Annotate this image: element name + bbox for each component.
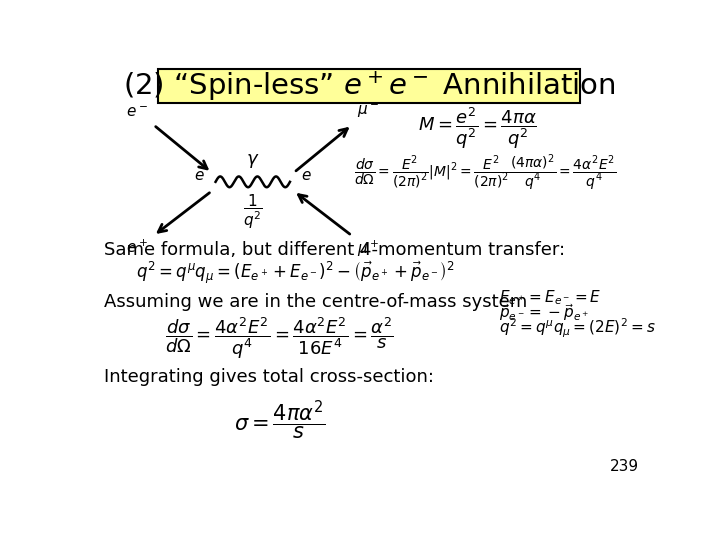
Text: $M = \dfrac{e^2}{q^2} = \dfrac{4\pi\alpha}{q^2}$: $M = \dfrac{e^2}{q^2} = \dfrac{4\pi\alph… [418,105,537,151]
Text: Integrating gives total cross-section:: Integrating gives total cross-section: [104,368,434,386]
Text: Same formula, but different 4-momentum transfer:: Same formula, but different 4-momentum t… [104,241,565,259]
Text: $q^2 = q^\mu q_\mu = (2E)^2 = s$: $q^2 = q^\mu q_\mu = (2E)^2 = s$ [499,316,656,340]
Text: $\mu^-$: $\mu^-$ [356,103,379,120]
Text: 239: 239 [610,460,639,475]
Text: $\dfrac{d\sigma}{d\Omega} = \dfrac{E^2}{(2\pi)^2}|M|^2 = \dfrac{E^2}{(2\pi)^2}\d: $\dfrac{d\sigma}{d\Omega} = \dfrac{E^2}{… [354,152,616,193]
Text: $\mu^+$: $\mu^+$ [356,239,379,259]
Text: (2) “Spin-less” $e^+e^-$ Annihilation: (2) “Spin-less” $e^+e^-$ Annihilation [123,70,615,103]
Text: $E_{e^+} = E_{e^-} = E$: $E_{e^+} = E_{e^-} = E$ [499,288,602,307]
Text: Assuming we are in the centre-of-mass system: Assuming we are in the centre-of-mass sy… [104,293,527,311]
Text: $e$: $e$ [194,168,204,183]
Text: $q^2 = q^\mu q_\mu = \left(E_{e^+} + E_{e^-}\right)^2 - \left(\vec{p}_{e^+} + \v: $q^2 = q^\mu q_\mu = \left(E_{e^+} + E_{… [136,260,455,286]
Text: $e^-$: $e^-$ [126,105,148,120]
Text: $e$: $e$ [301,168,312,183]
FancyBboxPatch shape [158,70,580,103]
Text: $e^+$: $e^+$ [126,239,148,256]
Text: $\dfrac{d\sigma}{d\Omega} = \dfrac{4\alpha^2 E^2}{q^4} = \dfrac{4\alpha^2 E^2}{1: $\dfrac{d\sigma}{d\Omega} = \dfrac{4\alp… [166,315,395,361]
Text: $\dfrac{1}{q^2}$: $\dfrac{1}{q^2}$ [243,193,263,231]
Text: $\gamma$: $\gamma$ [246,152,259,170]
Text: $\vec{p}_{e^-} = -\vec{p}_{e^+}$: $\vec{p}_{e^-} = -\vec{p}_{e^+}$ [499,302,590,323]
Text: $\sigma = \dfrac{4\pi\alpha^2}{s}$: $\sigma = \dfrac{4\pi\alpha^2}{s}$ [234,399,325,442]
